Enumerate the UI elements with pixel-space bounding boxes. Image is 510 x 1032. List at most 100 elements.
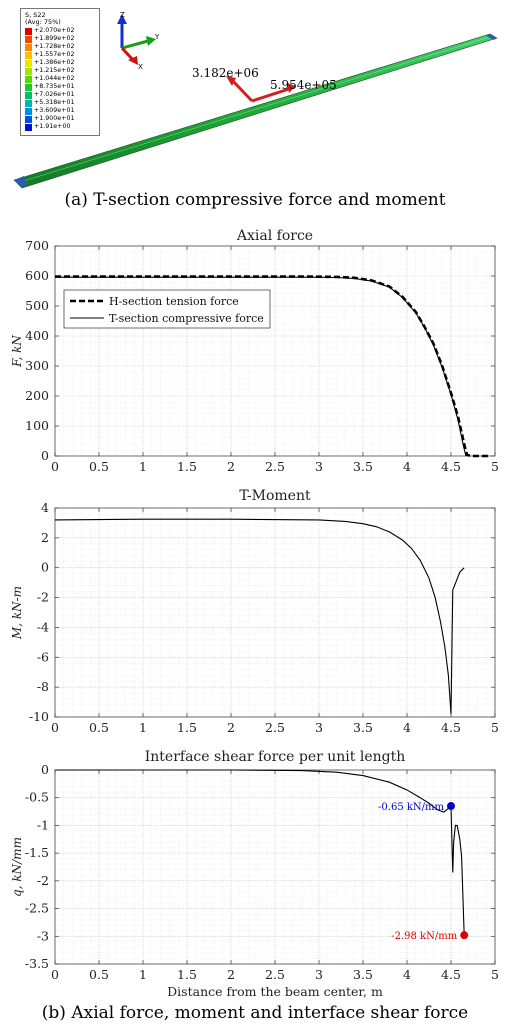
legend-swatch <box>25 92 32 99</box>
x-tick-label: 3 <box>315 967 323 982</box>
y-tick-label: 100 <box>25 418 49 433</box>
y-axis-label: M, kN-m <box>10 586 24 640</box>
x-tick-label: 1 <box>139 459 147 474</box>
y-tick-label: -10 <box>29 709 49 724</box>
legend-swatch <box>25 76 32 83</box>
legend-level-label: +1.728e+02 <box>34 43 75 50</box>
legend-level-label: +1.215e+02 <box>34 67 75 74</box>
y-tick-label: 400 <box>25 328 49 343</box>
y-tick-label: -3.5 <box>25 956 49 971</box>
series-line-1 <box>55 275 491 458</box>
x-tick-label: 3.5 <box>353 459 373 474</box>
x-tick-label: 2.5 <box>265 720 285 735</box>
beam-end-right <box>486 34 497 40</box>
legend-level-label: +1.044e+02 <box>34 75 75 82</box>
chart-2: 0 0.5 1 1.5 2 2.5 3 3.5 4 4.5 5 4 2 0 -2 -4 -6 -8 -10 T-Mom… <box>10 488 499 735</box>
x-tick-label: 1.5 <box>177 967 197 982</box>
y-tick-label: 700 <box>25 238 49 253</box>
chart-legend: H-section tension force T-section compres… <box>63 289 271 329</box>
x-tick-label: 3.5 <box>353 967 373 982</box>
legend-swatch <box>25 28 32 35</box>
x-tick-label: 5 <box>491 459 499 474</box>
x-tick-label: 4.5 <box>441 967 461 982</box>
annotation-marker <box>460 931 469 940</box>
chart-title: Interface shear force per unit length <box>145 749 405 765</box>
y-axis-label: F, kN <box>10 335 24 368</box>
y-tick-label: 600 <box>25 268 49 283</box>
y-tick-label: 2 <box>41 530 49 545</box>
legend-subtitle: (Avg: 75%) <box>25 18 61 26</box>
legend-swatch <box>25 100 32 107</box>
legend-level-label: +1.900e+01 <box>34 115 75 122</box>
y-tick-label: -6 <box>37 649 49 664</box>
x-tick-label: 2 <box>227 720 235 735</box>
x-tick-label: 4.5 <box>441 459 461 474</box>
moment-annotation: 5.954e+05 <box>270 78 337 92</box>
chart-1: 0 0.5 1 1.5 2 2.5 3 3.5 4 4.5 5 0 100 200 300 400 500 600… <box>10 228 499 474</box>
axis-triad <box>117 14 156 65</box>
x-tick-label: 2.5 <box>265 967 285 982</box>
series-line-1 <box>55 769 465 936</box>
x-tick-label: 4 <box>403 720 411 735</box>
chart-title: Axial force <box>236 228 313 244</box>
x-tick-label: 1 <box>139 967 147 982</box>
legend-level-label: +1.91e+00 <box>34 123 71 130</box>
annotation-label: -2.98 kN/mm <box>391 931 457 942</box>
legend-swatch <box>25 116 32 123</box>
x-tick-label: 4 <box>403 459 411 474</box>
y-tick-label: -3 <box>37 928 49 943</box>
legend-box <box>63 289 271 329</box>
legend-swatch <box>25 124 32 131</box>
legend-level-label: +1.386e+02 <box>34 59 75 66</box>
series-line-1 <box>54 518 465 715</box>
x-tick-label: 4.5 <box>441 720 461 735</box>
y-tick-label: -8 <box>37 679 49 694</box>
legend-swatch <box>25 52 32 59</box>
x-tick-label: 0.5 <box>89 967 109 982</box>
legend-swatch <box>25 68 32 75</box>
x-tick-label: 1.5 <box>177 720 197 735</box>
annotation-label: -0.65 kN/mm <box>378 802 444 813</box>
triad-label-y: Y <box>155 33 160 41</box>
y-tick-label: 4 <box>41 500 49 515</box>
x-tick-label: 1 <box>139 720 147 735</box>
legend-level-label: +8.735e+01 <box>34 83 75 90</box>
x-tick-label: 0 <box>51 967 59 982</box>
x-tick-label: 0.5 <box>89 720 109 735</box>
y-tick-label: 200 <box>25 388 49 403</box>
legend-label: T-section compressive force <box>109 312 264 325</box>
x-tick-label: 3.5 <box>353 720 373 735</box>
chart-3: 0 0.5 1 1.5 2 2.5 3 3.5 4 4.5 5 0 -0.5 -1 -1.5 -2 -2.5 -3… <box>10 749 499 999</box>
y-tick-label: 0 <box>41 762 49 777</box>
legend-level-label: +7.026e+01 <box>34 91 75 98</box>
x-tick-label: 0 <box>51 459 59 474</box>
x-tick-label: 0 <box>51 720 59 735</box>
y-tick-label: 500 <box>25 298 49 313</box>
caption-a: (a) T-section compressive force and mome… <box>64 190 446 210</box>
y-tick-label: -2 <box>37 590 49 605</box>
legend-level-label: +1.899e+02 <box>34 35 75 42</box>
x-tick-label: 5 <box>491 720 499 735</box>
legend-title: S, S22 <box>25 11 46 19</box>
fe-beam-render <box>13 14 498 189</box>
legend-label: H-section tension force <box>109 295 239 308</box>
x-axis-label: Distance from the beam center, m <box>167 984 383 999</box>
x-tick-label: 2 <box>227 459 235 474</box>
legend-swatch <box>25 36 32 43</box>
x-tick-label: 1.5 <box>177 459 197 474</box>
x-tick-label: 4 <box>403 967 411 982</box>
y-tick-label: -4 <box>37 619 49 634</box>
x-tick-label: 5 <box>491 967 499 982</box>
x-tick-label: 3 <box>315 720 323 735</box>
x-tick-label: 0.5 <box>89 459 109 474</box>
x-tick-label: 2.5 <box>265 459 285 474</box>
y-tick-label: 0 <box>41 448 49 463</box>
legend-level-label: +2.070e+02 <box>34 27 75 34</box>
y-tick-label: -1 <box>37 817 49 832</box>
x-tick-label: 2 <box>227 967 235 982</box>
charts-panel: 0 0.5 1 1.5 2 2.5 3 3.5 4 4.5 50100200300400500600… <box>10 228 499 999</box>
legend-swatch <box>25 84 32 91</box>
force-annotation: 3.182e+06 <box>192 66 259 80</box>
y-axis-label: q, kN/mm <box>10 837 24 897</box>
legend-level-label: +3.609e+01 <box>34 107 75 114</box>
